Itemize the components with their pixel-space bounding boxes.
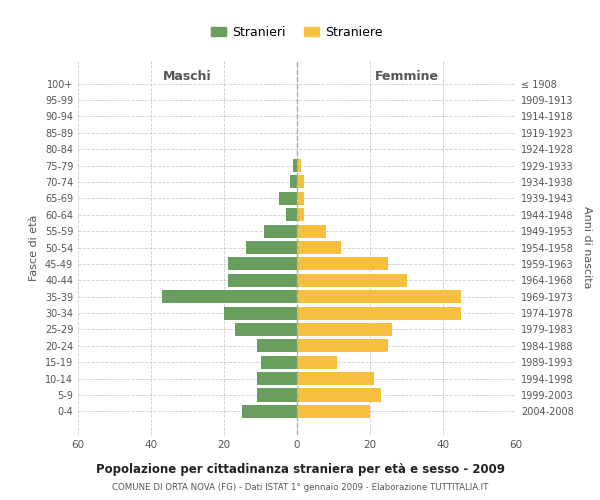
Bar — [257, 388, 297, 402]
Bar — [257, 372, 297, 385]
Bar — [297, 159, 301, 172]
Bar — [297, 290, 461, 303]
Y-axis label: Anni di nascita: Anni di nascita — [582, 206, 592, 289]
Bar — [297, 356, 337, 369]
Bar — [279, 192, 297, 205]
Bar — [227, 274, 297, 287]
Bar — [297, 323, 392, 336]
Bar — [290, 176, 297, 188]
Legend: Stranieri, Straniere: Stranieri, Straniere — [206, 21, 388, 44]
Bar — [297, 306, 461, 320]
Y-axis label: Fasce di età: Fasce di età — [29, 214, 39, 280]
Bar — [297, 274, 407, 287]
Text: Maschi: Maschi — [163, 70, 212, 84]
Bar — [297, 208, 304, 222]
Bar — [297, 372, 374, 385]
Bar — [293, 159, 297, 172]
Bar — [264, 224, 297, 237]
Bar — [297, 192, 304, 205]
Bar — [260, 356, 297, 369]
Bar — [286, 208, 297, 222]
Text: COMUNE DI ORTA NOVA (FG) - Dati ISTAT 1° gennaio 2009 - Elaborazione TUTTITALIA.: COMUNE DI ORTA NOVA (FG) - Dati ISTAT 1°… — [112, 484, 488, 492]
Bar — [297, 258, 388, 270]
Bar — [297, 340, 388, 352]
Bar — [235, 323, 297, 336]
Bar — [246, 241, 297, 254]
Bar — [297, 241, 341, 254]
Text: Femmine: Femmine — [374, 70, 439, 84]
Bar — [227, 258, 297, 270]
Bar — [297, 224, 326, 237]
Bar — [224, 306, 297, 320]
Bar — [242, 405, 297, 418]
Bar — [257, 340, 297, 352]
Text: Popolazione per cittadinanza straniera per età e sesso - 2009: Popolazione per cittadinanza straniera p… — [95, 462, 505, 475]
Bar — [297, 176, 304, 188]
Bar — [297, 388, 381, 402]
Bar — [297, 405, 370, 418]
Bar — [162, 290, 297, 303]
